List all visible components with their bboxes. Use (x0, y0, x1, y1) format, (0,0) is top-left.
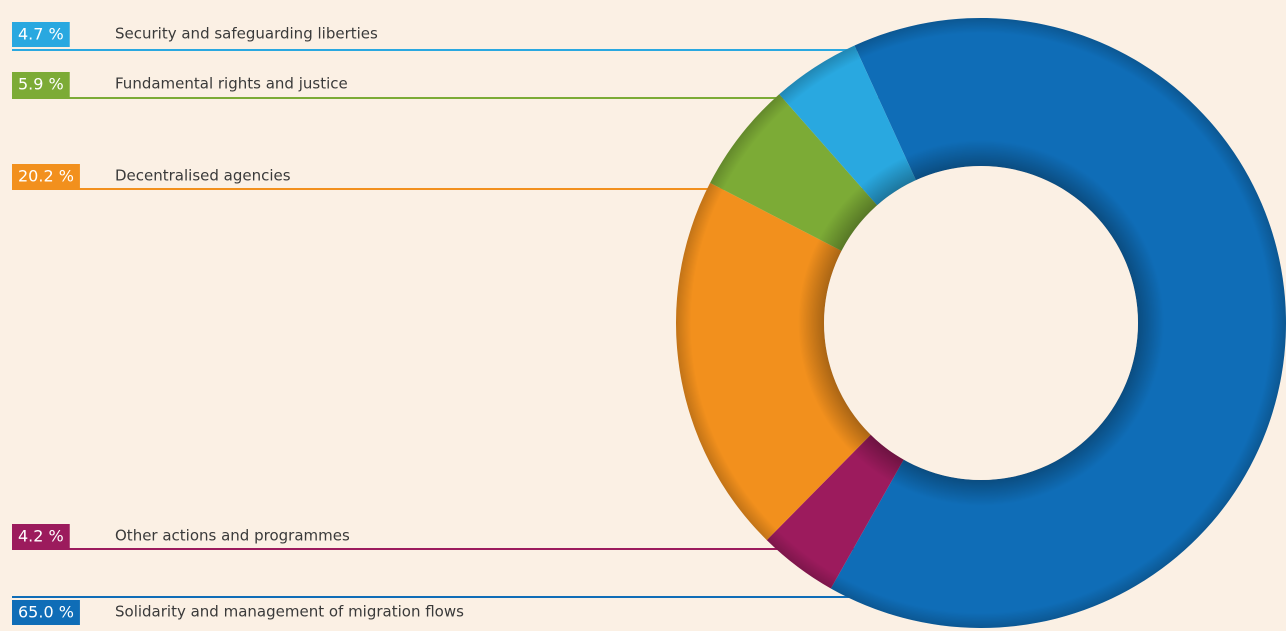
value-label: 4.7 % (18, 25, 64, 44)
value-label: 5.9 % (18, 75, 64, 94)
value-box (12, 22, 70, 47)
category-label: Decentralised agencies (115, 167, 291, 185)
category-label: Solidarity and management of migration f… (115, 603, 464, 621)
category-label: Security and safeguarding liberties (115, 25, 378, 43)
value-box (12, 164, 80, 189)
value-box (12, 72, 70, 97)
category-label: Other actions and programmes (115, 527, 350, 545)
donut-hole (824, 166, 1138, 480)
value-label: 4.2 % (18, 527, 64, 546)
value-box (12, 600, 80, 625)
value-label: 20.2 % (18, 167, 74, 186)
value-label: 65.0 % (18, 603, 74, 622)
value-box (12, 524, 70, 549)
category-label: Fundamental rights and justice (115, 75, 348, 93)
